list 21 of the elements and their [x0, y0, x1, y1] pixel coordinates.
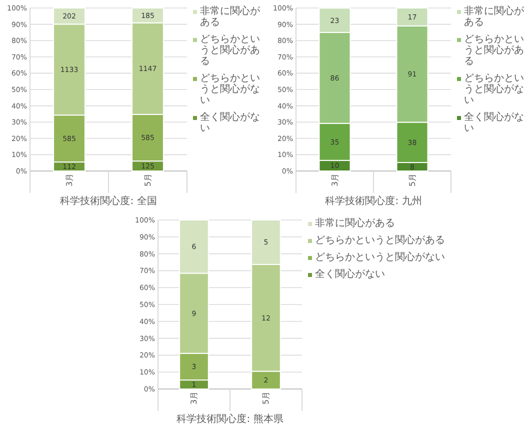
legend-label: 全く関心がない [200, 111, 260, 134]
x-tick-label: 3月 [330, 173, 340, 187]
legend-label: 全く関心がない [315, 268, 385, 280]
legend-label: 非常に関心がある [315, 217, 395, 229]
legend-label: どちらかというと関心がない [464, 73, 524, 106]
legend-label: どちらかというと関心がない [315, 251, 445, 263]
x-tick-label: 3月 [64, 173, 74, 187]
x-tick-label: 5月 [408, 173, 417, 187]
legend-label: どちらかというと関心がある [315, 234, 445, 246]
legend-label: 全く関心がない [464, 111, 524, 134]
legend-label: 非常に関心がある [200, 5, 261, 28]
x-axis-title: 科学技術関心度: 九州 [325, 195, 422, 207]
legend-label: どちらかというと関心がある [464, 34, 524, 67]
x-axis-title: 科学技術関心度: 熊本県 [176, 413, 284, 425]
legend-label: どちらかというと関心がある [200, 34, 260, 67]
x-tick-label: 5月 [262, 391, 270, 405]
legend-label: 非常に関心がある [464, 5, 525, 28]
x-tick-label: 5月 [143, 173, 152, 187]
x-tick-label: 3月 [190, 391, 198, 405]
x-axis-title: 科学技術関心度: 全国 [60, 195, 157, 207]
legend-label: どちらかというと関心がない [200, 73, 260, 106]
